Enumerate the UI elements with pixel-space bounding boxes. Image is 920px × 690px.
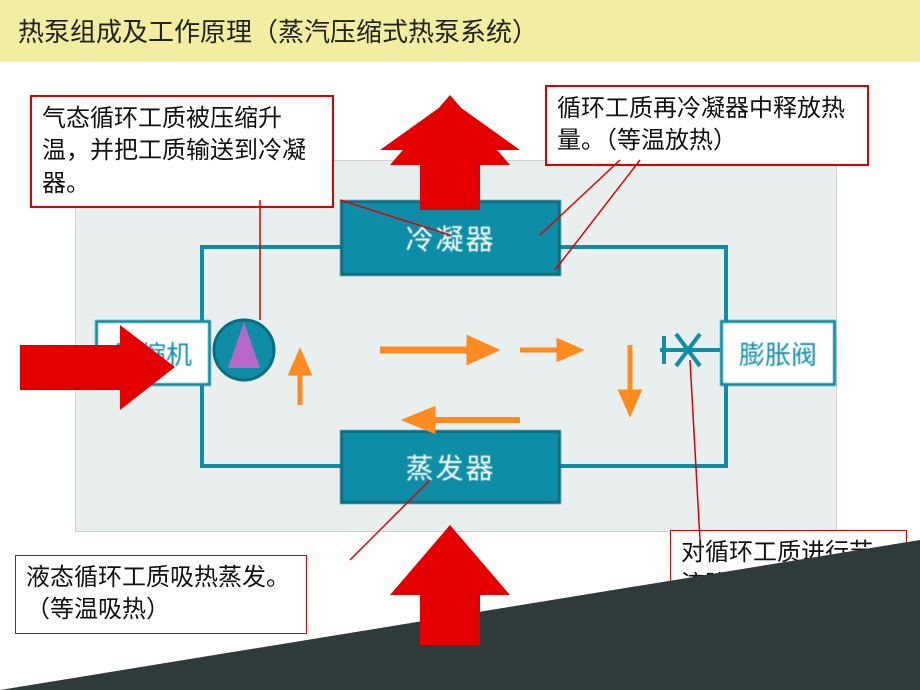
evaporator-block: 蒸发器 — [340, 430, 561, 504]
page-title: 热泵组成及工作原理（蒸汽压缩式热泵系统） — [18, 12, 538, 49]
expansion-label-box: 膨胀阀 — [720, 320, 836, 386]
heat-in-arrow-icon — [390, 525, 510, 645]
callout-tl-text: 气态循环工质被压缩升温，并把工质输送到冷凝器。 — [42, 105, 306, 197]
title-bar: 热泵组成及工作原理（蒸汽压缩式热泵系统） — [0, 0, 920, 62]
condenser-block: 冷凝器 — [340, 200, 561, 276]
expansion-label: 膨胀阀 — [739, 335, 817, 372]
callout-tr-text: 循环工质再冷凝器中释放热量。（等温放热） — [557, 95, 845, 154]
slide: 热泵组成及工作原理（蒸汽压缩式热泵系统） 冷凝器 蒸发器 压缩机 膨胀阀 — [0, 0, 920, 690]
callout-bottom-right: 对循环工质进行节流降压（膨胀降温） — [670, 530, 907, 609]
evaporator-label: 蒸发器 — [405, 447, 495, 487]
compressor-label: 压缩机 — [114, 335, 192, 372]
condenser-label: 冷凝器 — [405, 218, 495, 258]
callout-br-text: 对循环工质进行节流降压（膨胀降温） — [681, 539, 897, 598]
compressor-label-box: 压缩机 — [95, 320, 211, 386]
callout-bottom-left: 液态循环工质吸热蒸发。（等温吸热） — [15, 555, 307, 634]
callout-top-right: 循环工质再冷凝器中释放热量。（等温放热） — [545, 85, 869, 166]
callout-bl-text: 液态循环工质吸热蒸发。（等温吸热） — [26, 564, 290, 623]
callout-top-left: 气态循环工质被压缩升温，并把工质输送到冷凝器。 — [30, 95, 334, 208]
